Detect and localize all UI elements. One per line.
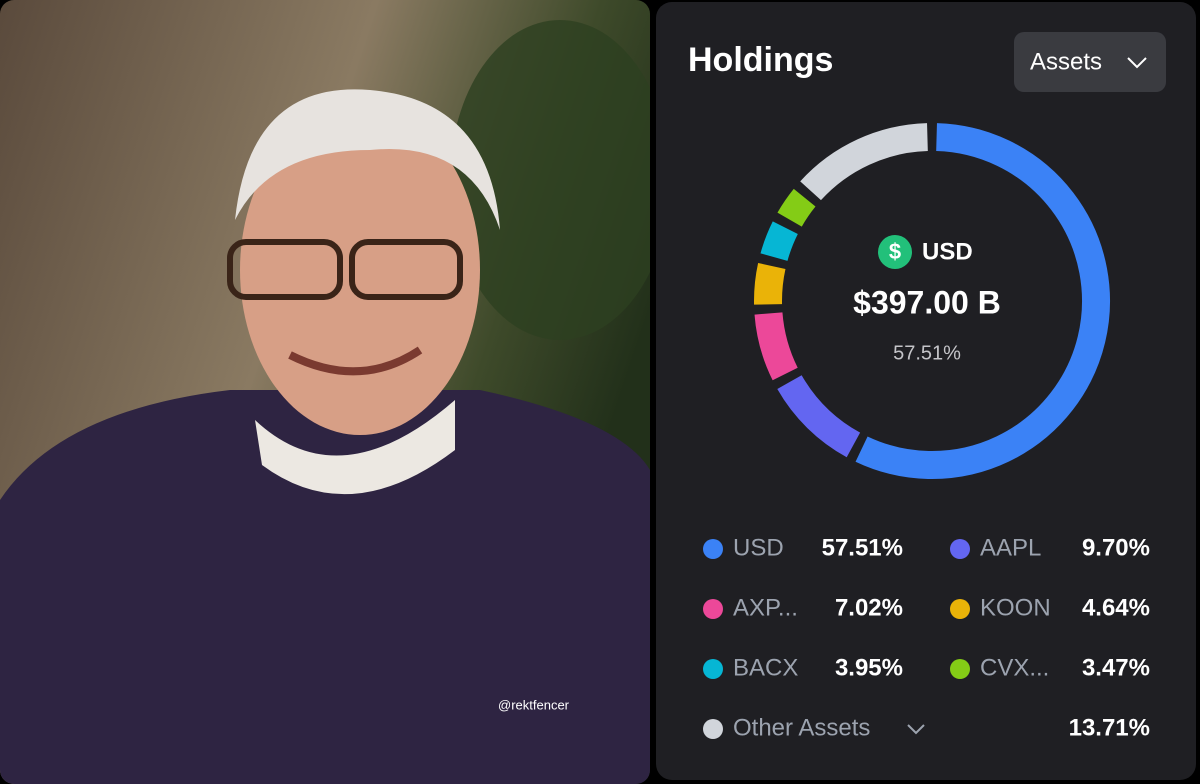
center-label: USD (922, 238, 973, 265)
legend-swatch (950, 599, 970, 619)
donut (754, 123, 1110, 479)
legend-name: AAPL (980, 534, 1041, 561)
legend-item[interactable]: Other Assets 13.71% (703, 714, 1150, 741)
legend-name: USD (733, 534, 784, 561)
donut-segment (855, 123, 1110, 479)
center-percent: 57.51% (893, 342, 961, 364)
legend-item: BACX 3.95% (703, 654, 903, 681)
legend-value: 57.51% (822, 534, 903, 561)
legend-item: AAPL 9.70% (950, 534, 1150, 561)
legend-value: 3.47% (1082, 654, 1150, 681)
dropdown-label[interactable]: Assets (1030, 48, 1102, 75)
legend-value: 9.70% (1082, 534, 1150, 561)
photo-collar (255, 400, 455, 495)
legend-swatch (703, 659, 723, 679)
photo-glasses (227, 239, 343, 300)
photo-glasses (349, 239, 463, 300)
watermark: @rektfencer (498, 697, 570, 712)
donut-segment (754, 312, 798, 381)
legend-value[interactable]: 13.71% (1069, 714, 1150, 741)
photo-smile (288, 346, 423, 376)
legend-chevron[interactable] (907, 724, 925, 735)
legend-value: 4.64% (1082, 594, 1150, 621)
legend-name: BACX (733, 654, 798, 681)
photo: @rektfencer (0, 0, 650, 784)
assets-dropdown[interactable]: Assets (1014, 32, 1166, 92)
legend-swatch (950, 539, 970, 559)
legend-item: AXP... 7.02% (703, 594, 903, 621)
legend-swatch (703, 599, 723, 619)
donut-segment (800, 123, 929, 201)
legend-item: USD 57.51% (703, 534, 903, 561)
legend-name[interactable]: Other Assets (733, 714, 870, 741)
legend-swatch[interactable] (703, 719, 723, 739)
photo-hair (235, 89, 500, 230)
donut-segment (777, 188, 816, 227)
usd-icon-symbol: $ (889, 239, 901, 264)
legend-name: AXP... (733, 594, 798, 621)
donut-segment (760, 221, 798, 262)
usd-icon (878, 235, 912, 269)
legend-name: KOON (980, 594, 1051, 621)
center-amount: $397.00 B (853, 284, 1001, 320)
photo-sweater (0, 390, 650, 784)
legend-item: KOON 4.64% (950, 594, 1150, 621)
dropdown-chevron[interactable] (1127, 57, 1147, 69)
legend: USD 57.51% AAPL 9.70% AXP... 7.02% KOON 4.64% BA… (703, 534, 1150, 741)
donut-segment (754, 262, 786, 305)
legend-swatch (703, 539, 723, 559)
legend-value: 7.02% (835, 594, 903, 621)
legend-name: CVX... (980, 654, 1049, 681)
donut-segment (777, 374, 861, 458)
photo-plant (450, 20, 650, 340)
legend-item: CVX... 3.47% (950, 654, 1150, 681)
dropdown-button[interactable] (1014, 32, 1166, 92)
legend-value: 3.95% (835, 654, 903, 681)
card-title: Holdings (688, 41, 833, 79)
legend-swatch (950, 659, 970, 679)
